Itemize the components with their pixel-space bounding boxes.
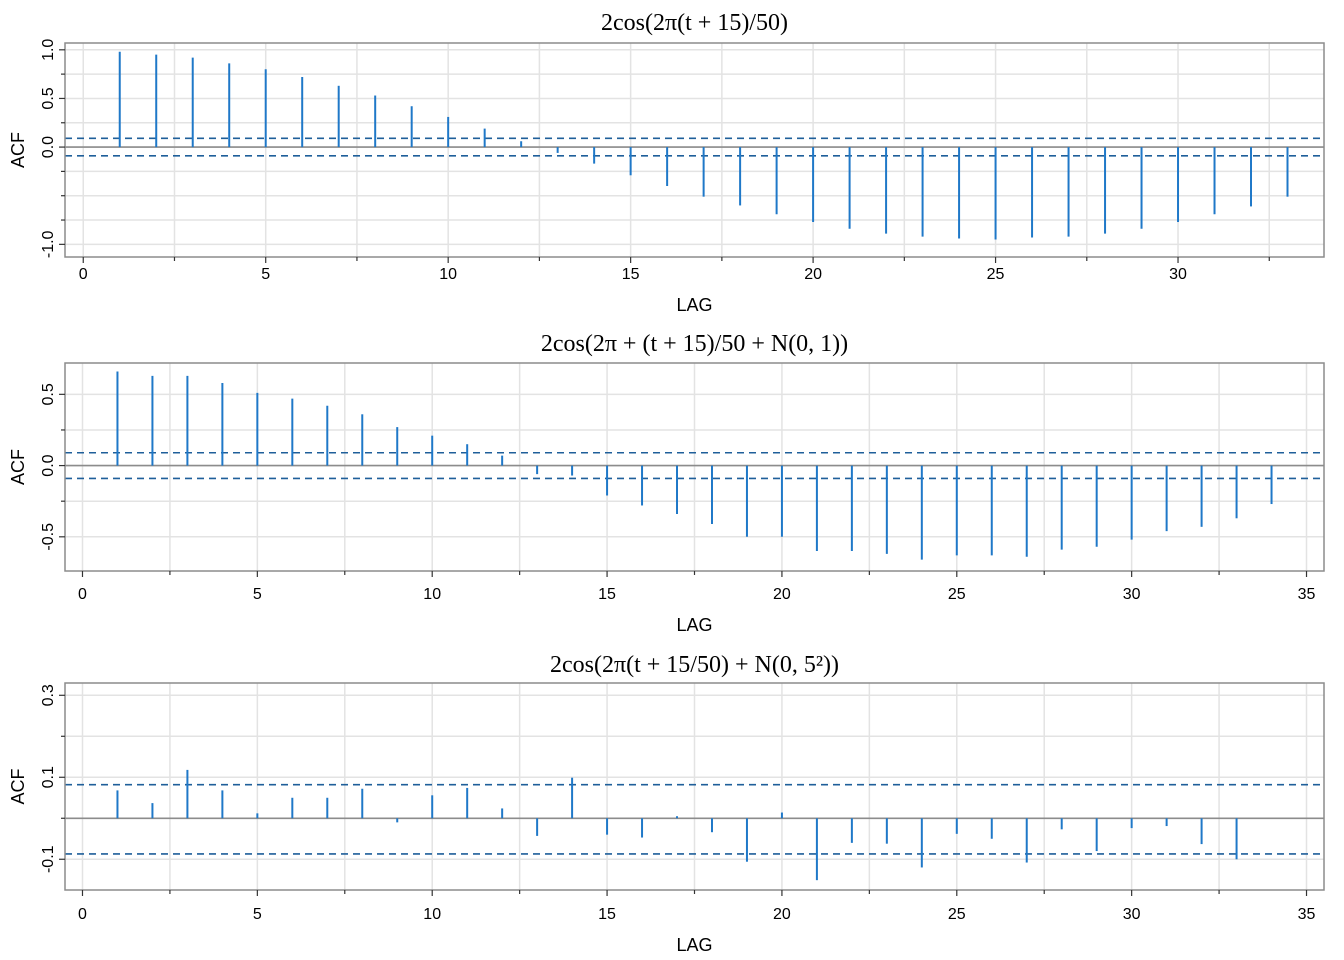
x-axis-title: LAG	[676, 295, 712, 315]
x-tick-label: 10	[423, 906, 441, 923]
y-tick-label: 1.0	[40, 39, 57, 61]
x-tick-label: 10	[423, 586, 441, 603]
y-tick-label: -0.5	[40, 523, 57, 551]
plot-frame	[64, 42, 1325, 258]
y-axis-title: ACF	[8, 768, 28, 804]
x-tick-label: 30	[1123, 586, 1141, 603]
x-tick-label: 20	[773, 586, 791, 603]
x-tick-label: 15	[598, 586, 616, 603]
y-axis-title: ACF	[8, 449, 28, 485]
acf-panel-1: 0 5 10 15 20 25 30 1.0 0.5 0.0 -1.0 LAG ACF 2cos(2π(t…	[8, 10, 1325, 315]
y-tick-label: 0.3	[40, 684, 57, 706]
x-tick-label: 0	[78, 586, 87, 603]
x-tick-label: 30	[1169, 266, 1187, 283]
x-tick-label: 5	[261, 266, 270, 283]
x-tick-label: 10	[439, 266, 457, 283]
y-tick-label: -0.1	[40, 845, 57, 873]
y-tick-label: 0.0	[40, 454, 57, 476]
x-tick-label: 0	[78, 906, 87, 923]
y-tick-label: 0.0	[40, 136, 57, 158]
x-tick-label: 25	[948, 906, 966, 923]
x-tick-label: 20	[773, 906, 791, 923]
chart-title: 2cos(2π(t + 15/50) + N(0, 5²))	[550, 652, 839, 678]
y-axis-title: ACF	[8, 132, 28, 168]
x-tick-label: 5	[253, 586, 262, 603]
chart-title: 2cos(2π(t + 15)/50)	[601, 10, 788, 36]
x-tick-label: 15	[622, 266, 640, 283]
x-tick-label: 25	[948, 586, 966, 603]
y-tick-label: -1.0	[40, 230, 57, 258]
x-tick-label: 0	[79, 266, 88, 283]
x-tick-label: 30	[1123, 906, 1141, 923]
acf-panel-3: 0 5 10 15 20 25 30 35 0.3 0.1 -0.1 LAG ACF 2cos(2π(t …	[8, 652, 1325, 955]
x-tick-label: 20	[804, 266, 822, 283]
x-tick-label: 35	[1298, 906, 1316, 923]
y-tick-label: 0.5	[40, 383, 57, 405]
x-tick-label: 5	[253, 906, 262, 923]
acf-panel-2: 0 5 10 15 20 25 30 35 0.5 0.0 -0.5 LAG ACF 2cos(2π + …	[8, 331, 1325, 635]
x-axis-title: LAG	[676, 935, 712, 955]
x-axis-title: LAG	[676, 615, 712, 635]
y-tick-label: 0.5	[40, 87, 57, 109]
x-tick-label: 15	[598, 906, 616, 923]
plot-area	[65, 43, 1324, 257]
y-tick-label: 0.1	[40, 766, 57, 788]
chart-title: 2cos(2π + (t + 15)/50 + N(0, 1))	[541, 331, 848, 357]
x-tick-label: 25	[987, 266, 1005, 283]
x-tick-label: 35	[1298, 586, 1316, 603]
